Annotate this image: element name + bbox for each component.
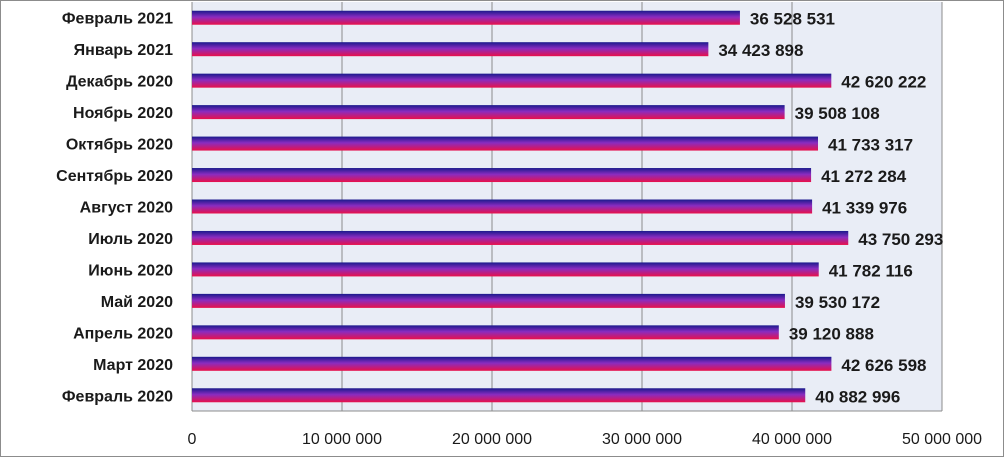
x-tick-label: 50 000 000	[902, 431, 982, 448]
bar	[192, 136, 818, 151]
data-label: 41 782 116	[829, 261, 913, 280]
bar	[192, 388, 806, 403]
category-labels: Февраль 2021 Январь 2021 Декабрь 2020 Ноябр…	[56, 11, 173, 406]
category-label: Февраль 2021	[62, 11, 173, 28]
category-label: Март 2020	[93, 357, 173, 374]
data-label: 39 120 888	[789, 324, 874, 343]
bar	[192, 73, 832, 88]
x-tick-label: 40 000 000	[752, 431, 832, 448]
data-label: 40 882 996	[815, 387, 900, 406]
x-tick-label: 10 000 000	[302, 431, 382, 448]
data-label: 41 733 317	[828, 136, 913, 155]
category-label: Январь 2021	[74, 42, 173, 59]
x-tick-label: 20 000 000	[452, 431, 532, 448]
category-label: Октябрь 2020	[66, 137, 173, 154]
category-label: Сентябрь 2020	[56, 168, 173, 185]
x-axis-tick-labels: 0 10 000 000 20 000 000 30 000 000 40 000 00…	[188, 431, 983, 448]
data-label: 39 508 108	[795, 104, 880, 123]
data-label: 41 339 976	[822, 199, 907, 218]
bar	[192, 42, 709, 57]
category-label: Август 2020	[80, 200, 173, 217]
x-tick-label: 0	[188, 431, 197, 448]
data-label: 41 272 284	[821, 167, 907, 186]
x-tick-label: 30 000 000	[602, 431, 682, 448]
bar	[192, 262, 819, 277]
bar	[192, 105, 785, 120]
data-label: 42 626 598	[841, 356, 926, 375]
category-label: Апрель 2020	[73, 325, 173, 342]
bar	[192, 199, 813, 214]
data-label: 34 423 898	[718, 41, 803, 60]
category-label: Июль 2020	[88, 231, 173, 248]
category-label: Декабрь 2020	[66, 74, 173, 91]
category-label: Июнь 2020	[88, 262, 173, 279]
data-label: 39 530 172	[795, 293, 880, 312]
bar	[192, 230, 849, 245]
data-label: 42 620 222	[841, 73, 926, 92]
bar	[192, 293, 785, 308]
bar	[192, 10, 740, 25]
category-label: Февраль 2020	[62, 388, 173, 405]
bars	[192, 10, 849, 403]
value-labels: 36 528 531 34 423 898 42 620 222 39 508 108…	[718, 10, 943, 407]
data-label: 36 528 531	[750, 10, 835, 29]
bar	[192, 168, 812, 183]
bar	[192, 325, 779, 340]
category-label: Май 2020	[101, 294, 173, 311]
data-label: 43 750 293	[858, 230, 943, 249]
bar	[192, 356, 832, 371]
category-label: Ноябрь 2020	[73, 105, 173, 122]
